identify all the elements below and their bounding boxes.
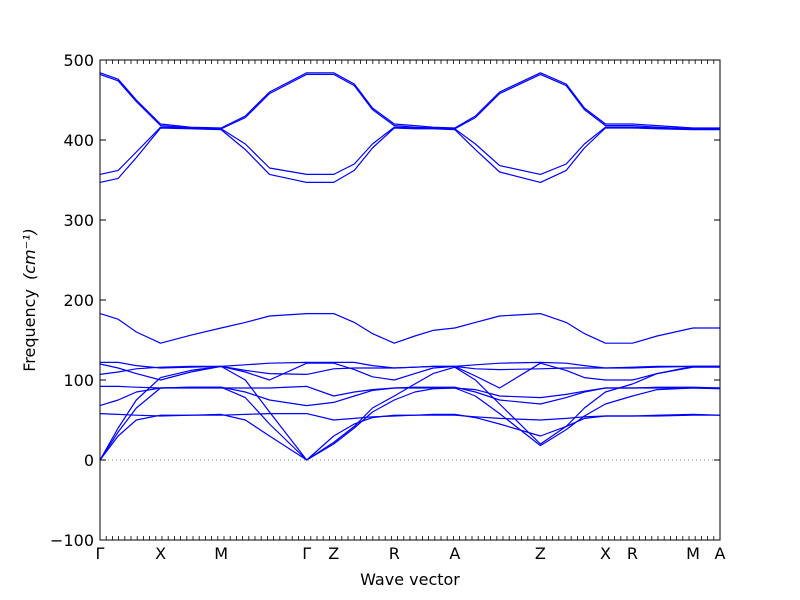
x-tick-label: Γ: [96, 544, 105, 563]
y-tick-label: 100: [63, 371, 94, 390]
y-tick-label: 0: [84, 451, 94, 470]
band-line-2: [99, 73, 720, 130]
x-tick-label: A: [449, 544, 460, 563]
y-axis-ticks: −100 0 100 200 300 400 500: [50, 51, 720, 550]
y-axis-title-unit: (cm⁻¹): [20, 228, 39, 280]
x-tick-label: A: [715, 544, 726, 563]
x-tick-label: R: [627, 544, 638, 563]
y-tick-label: 400: [63, 131, 94, 150]
x-tick-label: Z: [535, 544, 546, 563]
x-axis-title: Wave vector: [360, 570, 460, 589]
x-tick-label: Z: [328, 544, 339, 563]
y-tick-label: 500: [63, 51, 94, 70]
plot-lines: [99, 72, 721, 461]
band-line-7: [99, 365, 720, 375]
y-tick-label: 200: [63, 291, 94, 310]
band-line-3: [99, 126, 720, 175]
band-line-13: [99, 386, 720, 461]
x-tick-label: Γ: [302, 544, 311, 563]
band-line-14: [99, 365, 720, 461]
y-tick-label: 300: [63, 211, 94, 230]
y-axis-title-text: Frequency: [20, 289, 39, 372]
band-line-4: [99, 127, 720, 183]
plot-frame: [99, 59, 721, 541]
x-tick-label: M: [686, 544, 700, 563]
band-line-10: [99, 386, 721, 407]
x-tick-label: M: [214, 544, 228, 563]
band-line-1: [99, 72, 720, 129]
x-tick-label: X: [600, 544, 611, 563]
band-line-5: [99, 313, 720, 344]
x-tick-label: R: [389, 544, 400, 563]
x-tick-label: X: [155, 544, 166, 563]
y-axis-title: Frequency (cm⁻¹): [20, 228, 39, 371]
y-tick-label: −100: [50, 531, 94, 550]
band-line-12: [99, 413, 721, 461]
band-line-8: [99, 362, 720, 389]
